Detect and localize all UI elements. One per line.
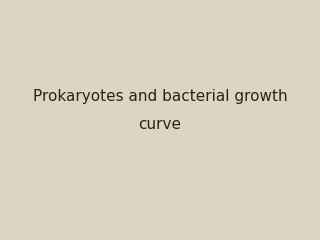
- Text: Prokaryotes and bacterial growth: Prokaryotes and bacterial growth: [33, 89, 287, 103]
- Text: curve: curve: [139, 117, 181, 132]
